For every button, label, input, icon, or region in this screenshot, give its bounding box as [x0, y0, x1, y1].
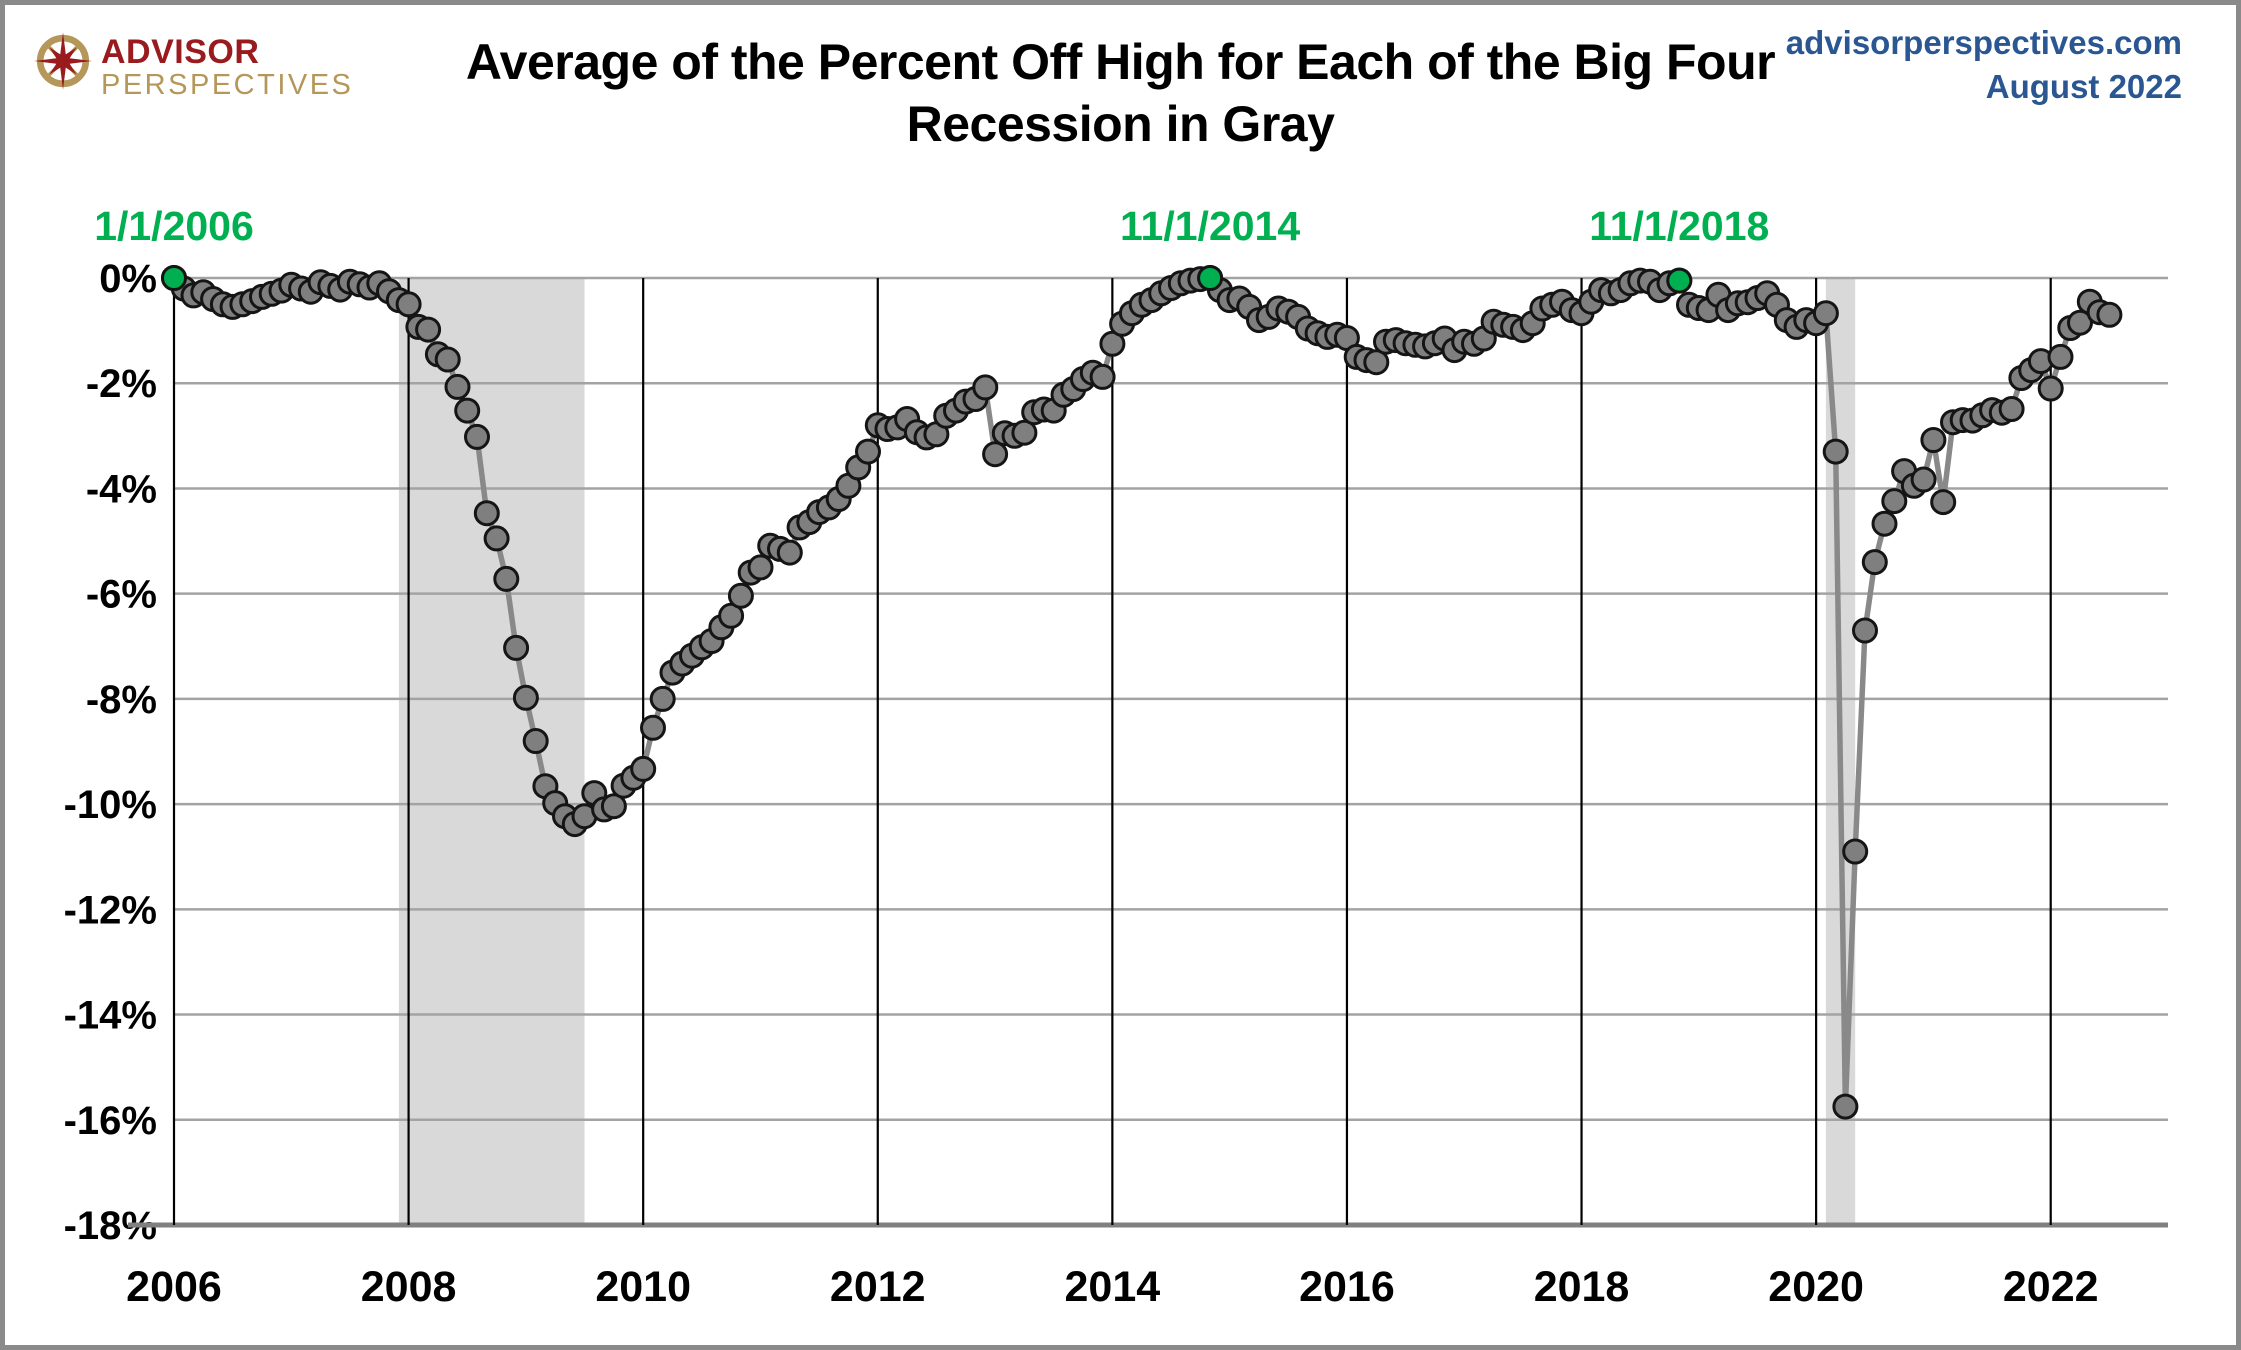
data-point	[640, 714, 666, 741]
data-point	[1812, 300, 1839, 327]
data-point	[395, 291, 422, 318]
y-axis-tick-label: -12%	[64, 888, 157, 932]
logo-wordmark-advisor: ADVISOR	[101, 33, 260, 71]
site-url: advisorperspectives.com	[1785, 24, 2182, 61]
page-title: Average of the Percent Off High for Each…	[5, 31, 2236, 155]
x-axis-tick-label: 2016	[1299, 1263, 1395, 1311]
data-point	[1881, 488, 1908, 515]
data-point	[2067, 309, 2093, 336]
y-axis-tick-label: 0%	[99, 257, 157, 301]
data-point	[1852, 617, 1878, 644]
data-point	[2047, 343, 2074, 370]
data-point	[493, 565, 520, 592]
data-point	[2037, 375, 2064, 402]
highlight-date-label: 11/1/2014	[1120, 203, 1300, 249]
data-point	[1011, 419, 1038, 446]
highlight-date-label: 1/1/2006	[94, 203, 254, 249]
data-point	[1998, 396, 2025, 422]
data-point	[1861, 549, 1888, 576]
y-axis-tick-label: -14%	[64, 994, 157, 1038]
data-point	[454, 397, 481, 424]
data-point	[727, 582, 754, 609]
data-point	[473, 500, 500, 527]
data-point	[464, 423, 490, 450]
logo-wordmark-perspectives: PERSPECTIVES	[101, 69, 354, 101]
x-axis-tick-label: 2010	[595, 1263, 691, 1311]
data-point	[1822, 438, 1849, 465]
highlight-point	[161, 265, 187, 291]
y-axis-tick-label: -2%	[86, 362, 157, 406]
data-point	[649, 685, 676, 712]
data-point	[434, 346, 461, 373]
data-point	[2096, 301, 2123, 328]
chart-title-line2: Recession in Gray	[906, 96, 1335, 152]
highlight-point	[1666, 267, 1693, 294]
x-axis-tick-label: 2020	[1768, 1263, 1864, 1311]
x-axis-tick-label: 2022	[2003, 1263, 2099, 1311]
data-point	[776, 539, 803, 566]
data-point	[444, 373, 471, 400]
y-axis-tick-label: -10%	[64, 783, 157, 827]
chart-date: August 2022	[1985, 68, 2182, 105]
chart-title-line1: Average of the Percent Off High for Each…	[465, 34, 1776, 90]
x-axis-tick-label: 2008	[361, 1263, 457, 1311]
y-axis-tick-label: -4%	[86, 467, 157, 511]
data-point	[483, 525, 510, 552]
data-point	[415, 316, 442, 343]
x-axis-tick-label: 2018	[1534, 1263, 1630, 1311]
y-axis-tick-label: -8%	[86, 678, 157, 722]
data-point	[522, 728, 549, 754]
data-point	[982, 441, 1009, 468]
data-point	[1910, 466, 1937, 493]
source-block: advisorperspectives.com August 2022	[1786, 21, 2182, 109]
advisor-perspectives-logo: ADVISOR PERSPECTIVES	[31, 27, 371, 127]
x-axis-tick-label: 2006	[126, 1263, 222, 1311]
x-axis-tick-label: 2012	[830, 1263, 926, 1311]
data-point	[630, 755, 657, 782]
data-point	[1832, 1093, 1859, 1120]
chart-canvas: 0%-2%-4%-6%-8%-10%-12%-14%-16%-18%2006 20…	[64, 203, 2168, 1311]
data-point	[512, 684, 539, 711]
x-axis-tick-label: 2014	[1065, 1263, 1161, 1311]
data-point	[600, 793, 627, 820]
y-axis-tick-label: -16%	[64, 1099, 157, 1143]
data-point	[972, 374, 999, 401]
data-point	[1871, 510, 1898, 537]
data-point	[1930, 489, 1957, 516]
data-point	[1920, 427, 1947, 453]
recession-band	[398, 278, 585, 1225]
data-point	[503, 634, 530, 661]
data-point	[855, 438, 881, 465]
y-axis-tick-label: -6%	[86, 573, 157, 617]
highlight-point	[1197, 265, 1224, 291]
compass-rose-icon	[34, 32, 92, 90]
data-point	[747, 554, 774, 581]
data-point	[1842, 838, 1869, 865]
highlight-date-label: 11/1/2018	[1589, 203, 1769, 249]
data-point	[1089, 363, 1116, 390]
data-point	[1363, 349, 1390, 376]
